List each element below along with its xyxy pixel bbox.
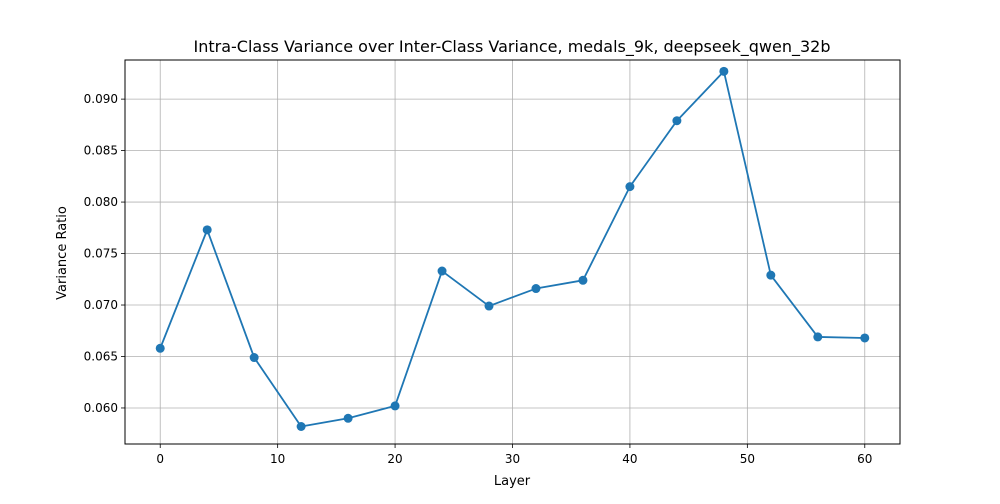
- x-tick-label: 30: [505, 452, 520, 466]
- series-group: [155, 66, 870, 431]
- x-tick-label: 0: [156, 452, 164, 466]
- data-point: [672, 116, 682, 126]
- data-point: [531, 284, 541, 294]
- data-point: [249, 353, 259, 363]
- data-point: [719, 66, 729, 76]
- data-point: [437, 266, 447, 276]
- y-tick-label: 0.090: [84, 92, 118, 106]
- x-axis-label: Layer: [494, 474, 531, 489]
- y-tick-label: 0.060: [84, 401, 118, 415]
- data-point: [860, 333, 870, 343]
- x-tick-label: 60: [857, 452, 872, 466]
- data-point: [813, 332, 823, 342]
- data-point: [202, 225, 212, 235]
- y-tick-label: 0.085: [84, 144, 118, 158]
- plot-area-frame: [124, 59, 901, 445]
- data-point: [766, 270, 776, 280]
- y-tick-label: 0.080: [84, 195, 118, 209]
- series-line: [159, 70, 865, 428]
- y-tick-label: 0.065: [84, 349, 118, 363]
- data-point: [155, 343, 165, 353]
- y-axis-label: Variance Ratio: [55, 206, 70, 300]
- y-tick-label: 0.070: [84, 298, 118, 312]
- chart-title: Intra-Class Variance over Inter-Class Va…: [193, 37, 830, 57]
- grid-lines: [125, 60, 900, 444]
- y-tick-label: 0.075: [84, 247, 118, 261]
- x-tick-label: 40: [622, 452, 637, 466]
- data-point: [390, 401, 400, 411]
- data-point: [296, 421, 306, 431]
- x-tick-label: 50: [740, 452, 755, 466]
- axis-ticks: 0 10 20 30 40 50 60 0.060 0.065 0.070 0.075 0.080 0.…: [84, 92, 873, 466]
- data-point: [343, 413, 353, 423]
- x-tick-label: 10: [270, 452, 285, 466]
- data-point: [484, 301, 494, 311]
- x-tick-label: 20: [387, 452, 402, 466]
- data-point: [625, 182, 635, 192]
- data-point: [578, 275, 588, 285]
